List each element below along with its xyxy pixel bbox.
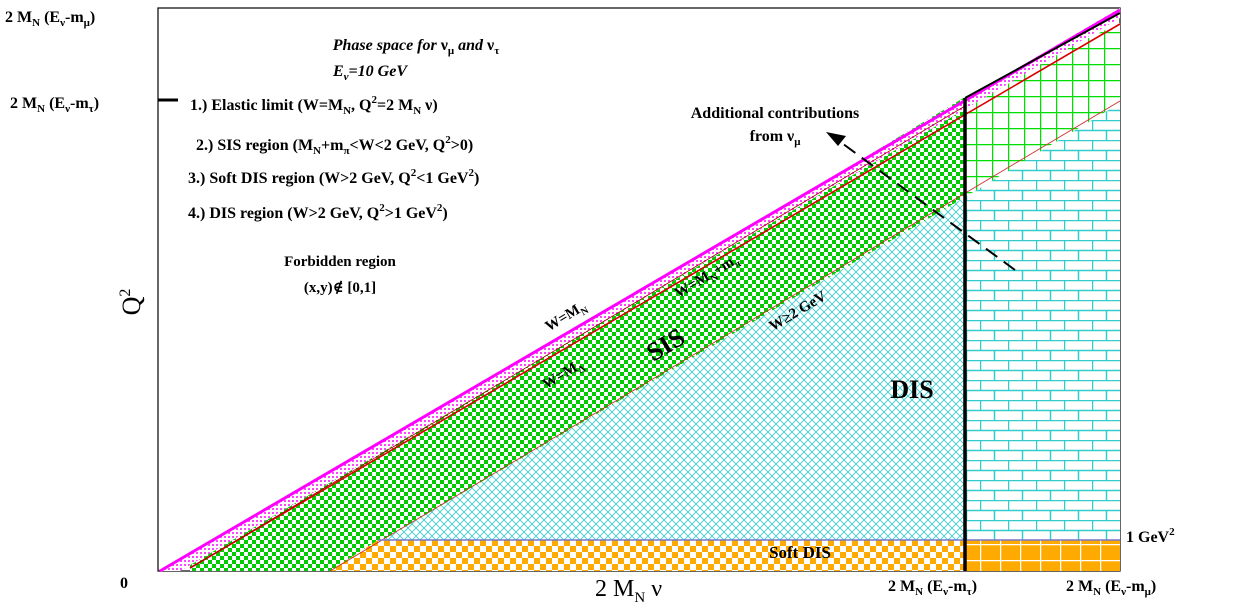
x-tick-e-mu: 2 MN (Eν-mμ) — [1066, 578, 1156, 598]
additional-label: Additional contributions — [691, 105, 859, 122]
w-delta-line — [189, 105, 966, 569]
forbidden-range: (x,y)∉ [0,1] — [304, 280, 376, 296]
x-tick-e-tau: 2 MN (Eν-mτ) — [888, 578, 977, 598]
region-dis-brick — [965, 103, 1120, 540]
legend-item-2: 2.) SIS region (MN+mπ<W<2 GeV, Q2>0) — [196, 134, 473, 157]
elastic-limit-line — [159, 8, 1121, 573]
additional-arrow — [834, 137, 1016, 271]
upper-line — [964, 12, 1121, 99]
legend-item-4: 4.) DIS region (W>2 GeV, Q2>1 GeV2) — [188, 202, 448, 222]
y-axis-label: Q2 — [117, 289, 146, 316]
x-axis-label: 2 MN ν — [595, 576, 662, 606]
w-2gev-line — [329, 100, 1121, 572]
additional-from: from νμ — [750, 128, 802, 148]
legend-item-3: 3.) Soft DIS region (W>2 GeV, Q2<1 GeV2) — [188, 167, 479, 187]
y-tick-e-tau: 2 MN (Eν-mτ) — [10, 95, 99, 115]
dis-label: DIS — [890, 375, 933, 404]
forbidden-label: Forbidden region — [284, 254, 396, 270]
region-soft-dis-extra — [965, 540, 1120, 571]
legend-item-1: 1.) Elastic limit (W=MN, Q2=2 MN ν) — [190, 94, 438, 117]
region-sis-extra — [965, 23, 1120, 197]
title-line2: Eν=10 GeV — [332, 63, 408, 83]
arrow-head — [826, 132, 846, 146]
q2-cut-label: 1 GeV2 — [1126, 526, 1175, 546]
origin-label: 0 — [120, 575, 128, 592]
region-soft-dis — [330, 540, 965, 571]
soft-dis-label: Soft DIS — [769, 543, 831, 562]
y-tick-e-mu: 2 MN (Eν-mμ) — [5, 9, 95, 29]
title-line1: Phase space for νμ and ντ — [332, 37, 500, 57]
